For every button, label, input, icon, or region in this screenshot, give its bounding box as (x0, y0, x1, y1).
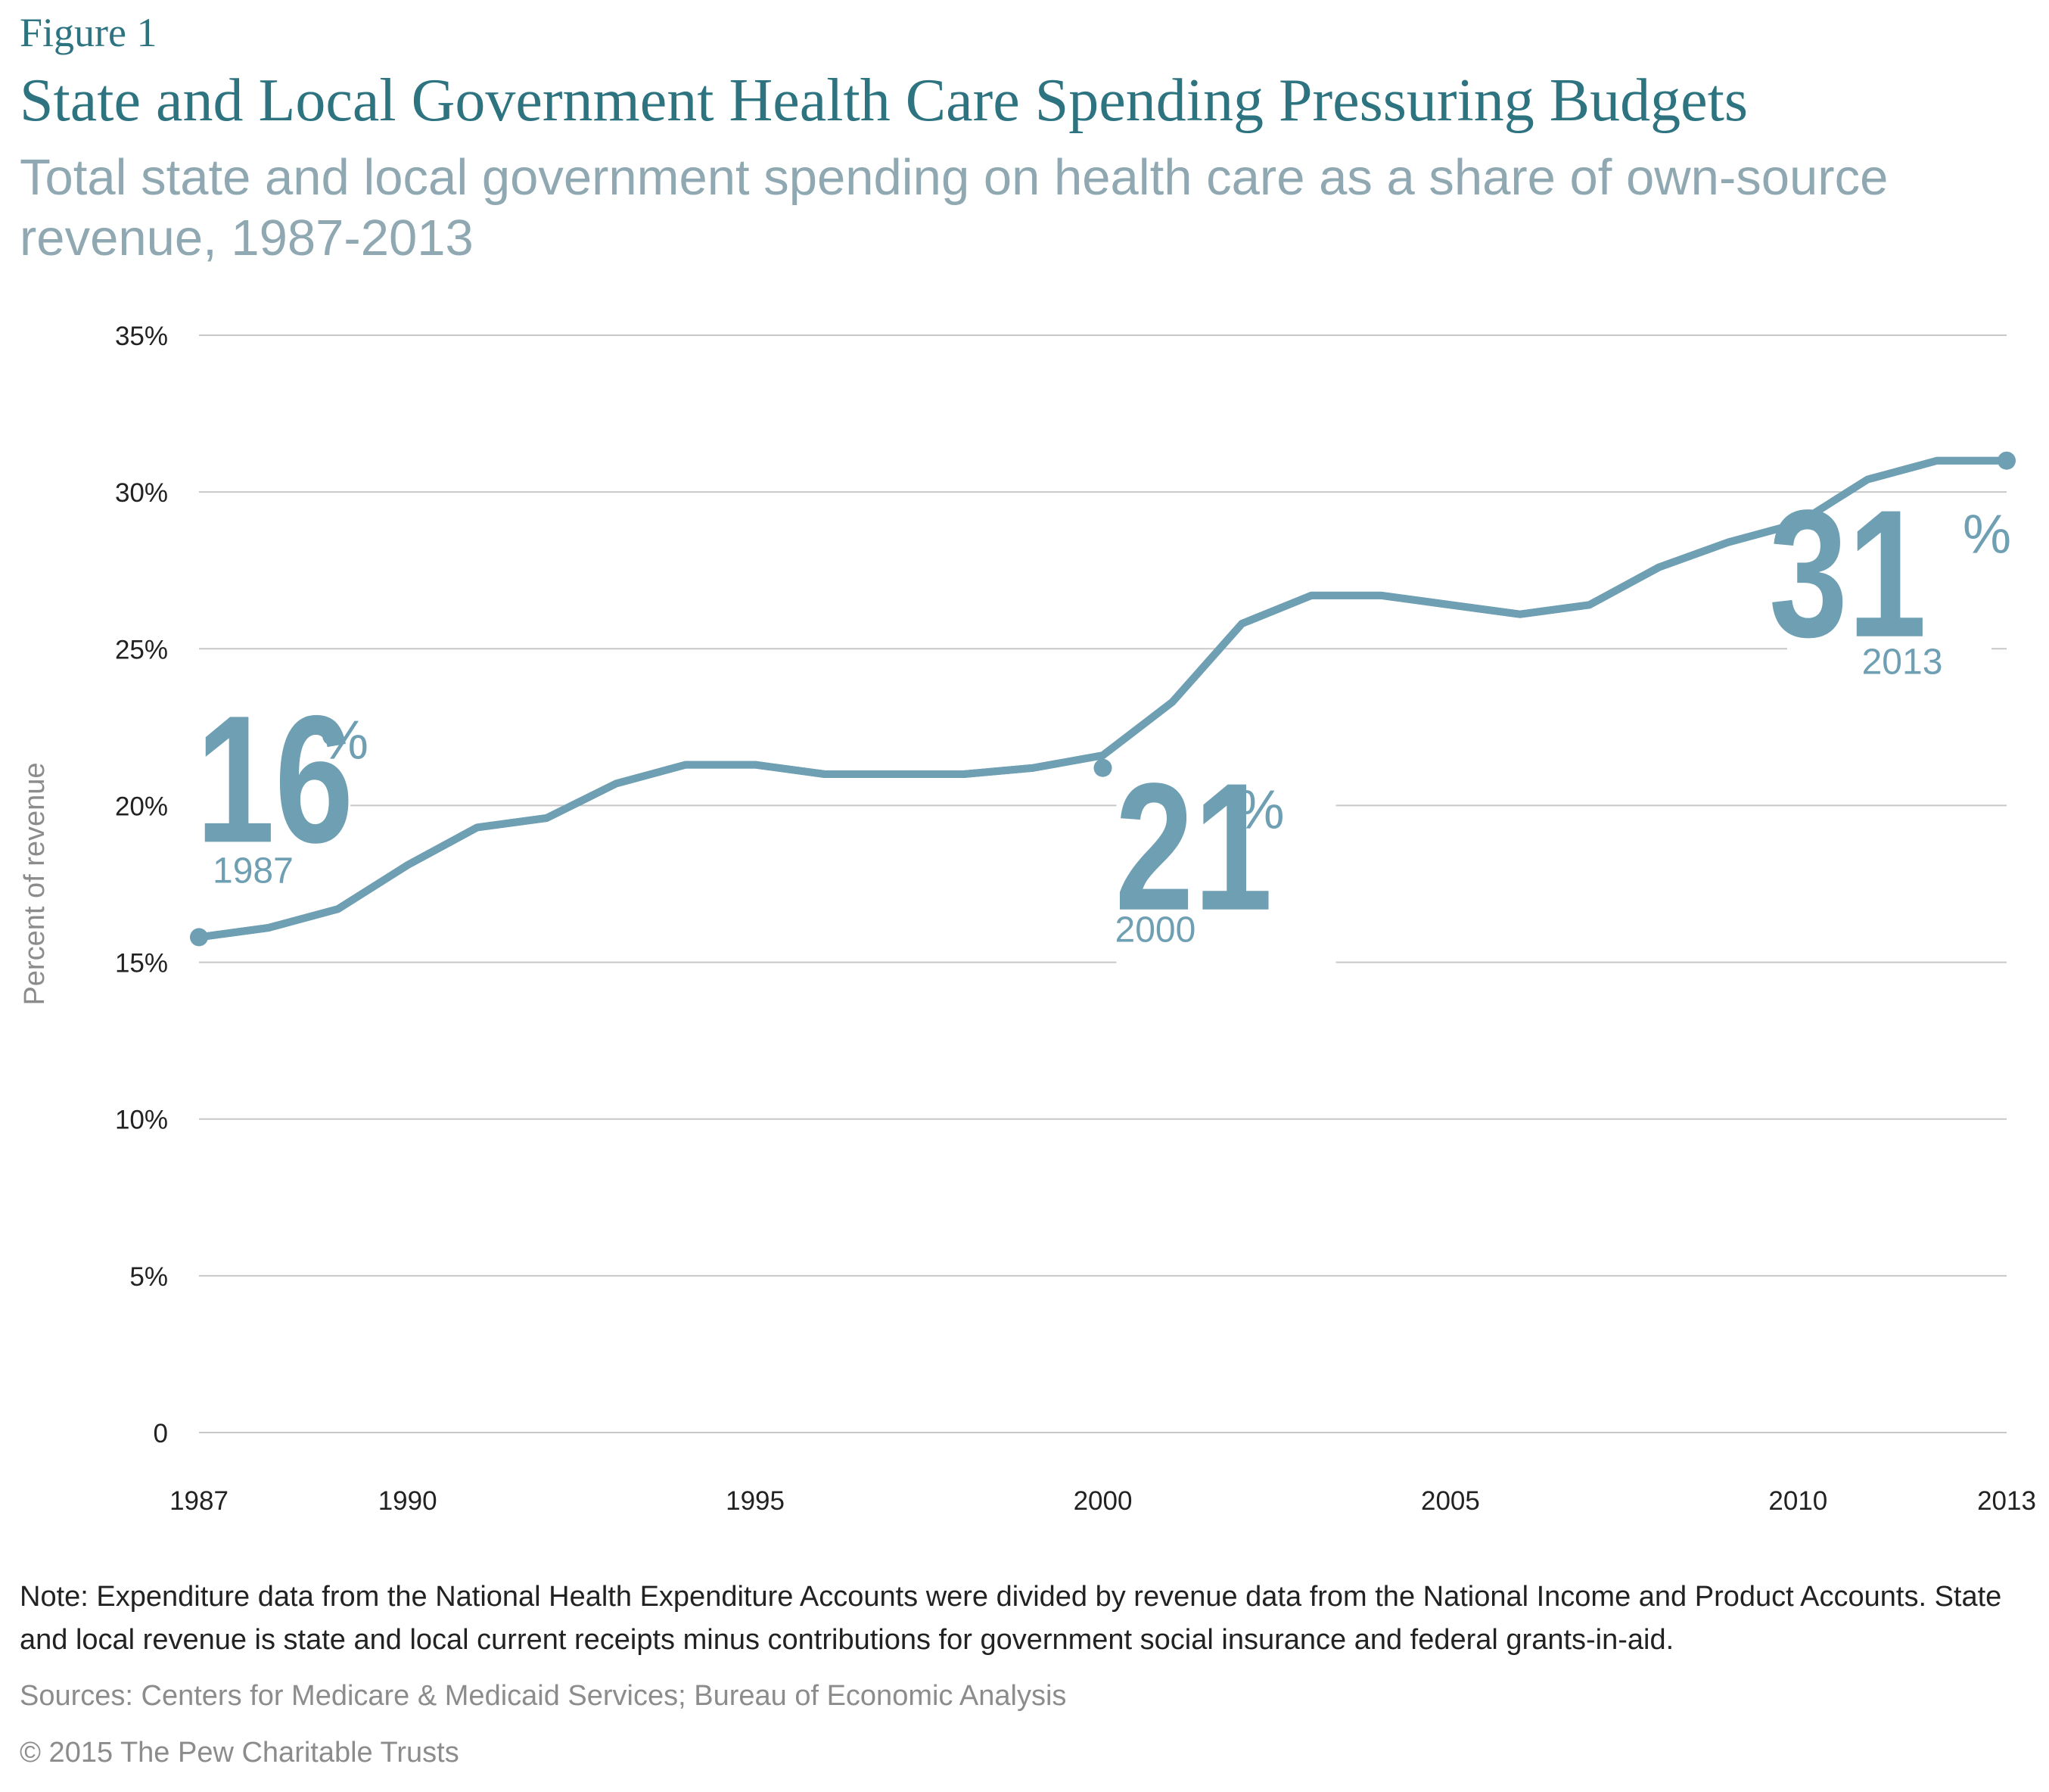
highlight-year-label: 1987 (213, 851, 294, 891)
series-line (195, 456, 2010, 941)
x-tick-label: 1987 (169, 1486, 229, 1516)
chart-sources: Sources: Centers for Medicare & Medicaid… (20, 1680, 1067, 1712)
highlight-year-label: 2000 (1115, 910, 1196, 950)
x-tick-label: 2005 (1421, 1486, 1480, 1516)
y-tick-label: 30% (115, 478, 168, 508)
copyright: © 2015 The Pew Charitable Trusts (20, 1737, 459, 1769)
highlight-unit-label: % (320, 710, 368, 770)
chart-note: Note: Expenditure data from the National… (20, 1581, 2002, 1656)
x-tick-label: 2010 (1768, 1486, 1827, 1516)
y-tick-label: 10% (115, 1106, 168, 1135)
x-tick-label: 2013 (1977, 1486, 2036, 1516)
y-tick-label: 5% (129, 1262, 168, 1292)
y-tick-label: 0 (154, 1419, 168, 1448)
callout-background (1116, 751, 1336, 978)
figure-label: Figure 1 (20, 10, 157, 55)
callout-background (184, 689, 350, 894)
highlight-value-label: 31 (1769, 471, 1926, 675)
y-axis-label: Percent of revenue (19, 762, 51, 1005)
highlight-value-label: 21 (1115, 745, 1273, 948)
y-tick-label: 25% (115, 635, 168, 664)
y-tick-label: 15% (115, 949, 168, 978)
highlight-unit-label: % (1963, 505, 2011, 565)
chart-title: State and Local Government Health Care S… (20, 67, 1748, 134)
x-tick-label: 1995 (726, 1486, 785, 1516)
highlight-marker (1093, 758, 1112, 777)
y-tick-label: 35% (115, 322, 168, 351)
highlight-year-label: 2013 (1862, 642, 1943, 683)
highlight-marker (190, 928, 208, 947)
highlight-value-label: 16 (196, 677, 353, 881)
y-tick-label: 20% (115, 792, 168, 821)
series-line-overlay (195, 456, 2010, 941)
x-tick-label: 2000 (1074, 1486, 1133, 1516)
highlight-marker (1998, 451, 2016, 470)
callout-background (1787, 498, 1991, 688)
line-chart: 0 5% 10% 15% 20% 25% 30% 35% 1987 1990 1995 2000 200… (19, 322, 2036, 1516)
chart-subtitle: Total state and local government spendin… (20, 149, 1889, 266)
x-tick-label: 1990 (378, 1486, 437, 1516)
highlight-unit-label: % (1236, 780, 1285, 841)
